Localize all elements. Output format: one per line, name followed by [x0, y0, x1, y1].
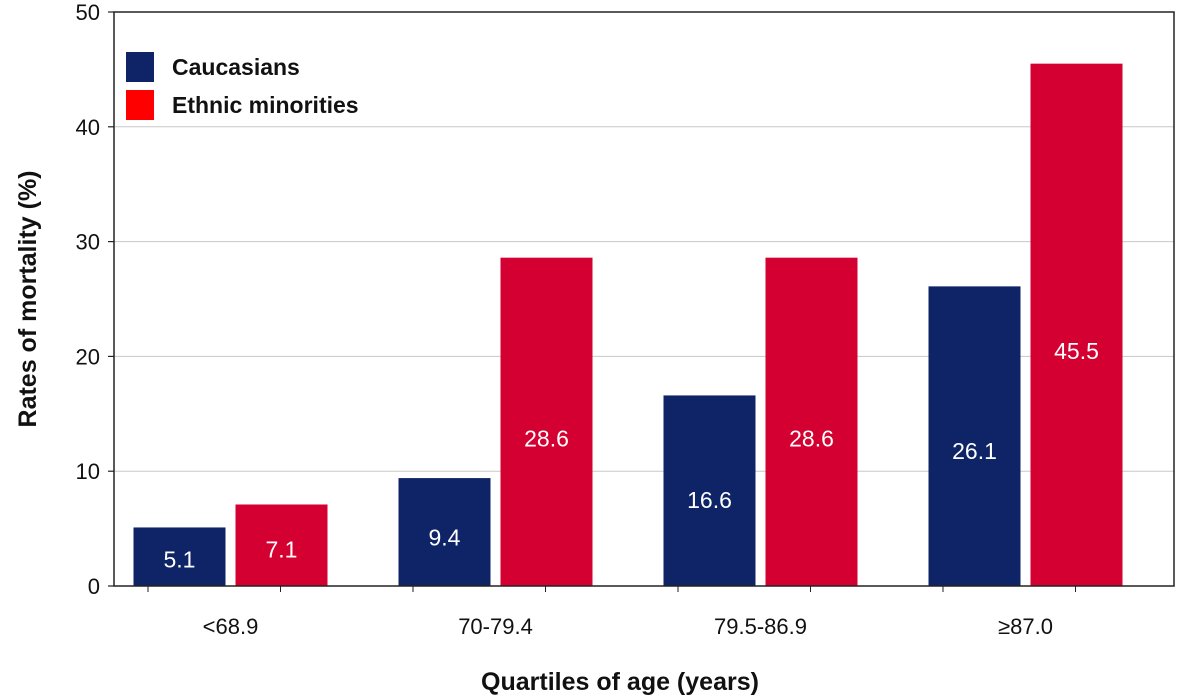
legend-label: Caucasians [172, 54, 300, 80]
bar-labels: 5.1 7.1 9.4 28.6 16.6 28.6 26.1 45.5 [164, 338, 1099, 573]
bar-caucasians [133, 527, 226, 586]
y-tick-label: 10 [76, 459, 100, 484]
data-label: 9.4 [429, 524, 461, 550]
x-tick-label: 70-79.4 [458, 614, 533, 639]
y-tick-label: 50 [76, 0, 100, 25]
legend: Caucasians Ethnic minorities [126, 52, 359, 120]
bars [133, 63, 1123, 587]
legend-swatch [126, 90, 154, 120]
y-axis-ticks: 0 10 20 30 40 50 [76, 0, 114, 599]
legend-swatch [126, 52, 154, 82]
data-label: 28.6 [524, 425, 569, 451]
y-axis-title: Rates of mortality (%) [14, 171, 42, 428]
data-label: 7.1 [266, 536, 298, 562]
x-axis-title: Quartiles of age (years) [481, 668, 759, 696]
data-label: 5.1 [164, 547, 196, 573]
bar-ethnic-minorities [235, 504, 328, 586]
legend-label: Ethnic minorities [172, 92, 359, 118]
data-label: 28.6 [789, 425, 834, 451]
y-tick-label: 30 [76, 230, 100, 255]
x-tick-label: <68.9 [203, 614, 259, 639]
data-label: 26.1 [952, 438, 997, 464]
x-axis-ticks: <68.9 70-79.4 79.5-86.9 ≥87.0 [147, 586, 1076, 639]
data-label: 16.6 [687, 487, 732, 513]
bar-caucasians [928, 286, 1021, 586]
x-tick-label: 79.5-86.9 [714, 614, 807, 639]
x-tick-label: ≥87.0 [998, 614, 1053, 639]
y-tick-label: 0 [88, 574, 100, 599]
bar-ethnic-minorities [765, 257, 858, 586]
data-label: 45.5 [1054, 338, 1099, 364]
plot-frame [113, 11, 1175, 587]
y-tick-label: 40 [76, 115, 100, 140]
bar-ethnic-minorities [1030, 63, 1123, 587]
bar-caucasians [398, 478, 491, 586]
bar-caucasians [663, 395, 756, 586]
bar-ethnic-minorities [500, 257, 593, 586]
y-tick-label: 20 [76, 344, 100, 369]
